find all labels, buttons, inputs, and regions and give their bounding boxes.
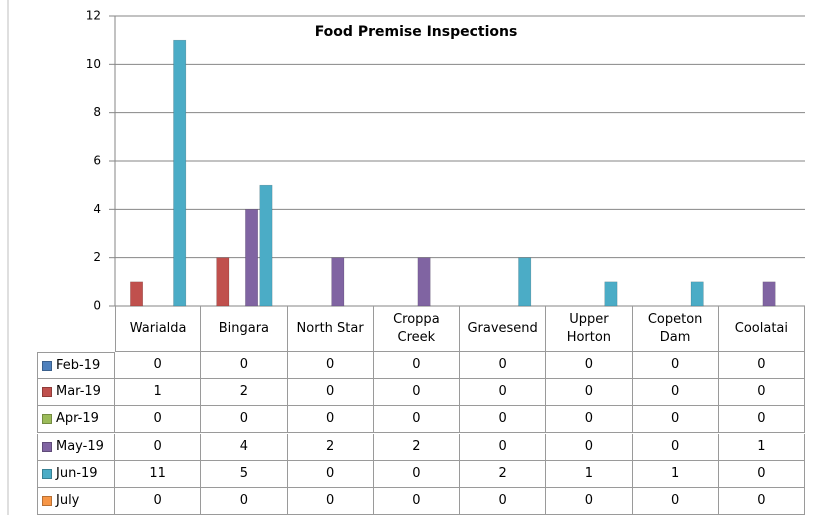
table-value: 0 bbox=[460, 379, 547, 407]
y-tick-label: 2 bbox=[93, 250, 101, 264]
category-label: Bingara bbox=[201, 306, 288, 352]
table-value: 0 bbox=[201, 487, 288, 515]
bar bbox=[130, 281, 143, 307]
table-value: 0 bbox=[718, 352, 805, 380]
legend-swatch bbox=[42, 414, 52, 425]
table-value: 0 bbox=[632, 487, 719, 515]
table-value: 0 bbox=[460, 487, 547, 515]
table-value: 1 bbox=[718, 433, 805, 461]
table-value: 2 bbox=[460, 460, 547, 488]
table-value: 0 bbox=[460, 433, 547, 461]
category-label: Copeton Dam bbox=[632, 306, 719, 352]
legend-label: Apr-19 bbox=[56, 411, 99, 427]
table-value: 0 bbox=[373, 406, 460, 434]
y-tick-label: 6 bbox=[93, 154, 101, 168]
bar bbox=[518, 257, 532, 307]
category-label: Coolatai bbox=[718, 306, 805, 352]
table-value: 0 bbox=[115, 433, 202, 461]
y-tick-label: 12 bbox=[86, 9, 101, 23]
legend-label: July bbox=[56, 492, 80, 508]
legend-entry: July bbox=[37, 487, 115, 515]
legend-label: Mar-19 bbox=[56, 384, 101, 400]
bar bbox=[331, 257, 345, 307]
table-value: 0 bbox=[632, 433, 719, 461]
table-value: 0 bbox=[373, 352, 460, 380]
table-value: 0 bbox=[201, 406, 288, 434]
table-value: 2 bbox=[287, 433, 374, 461]
y-tick-label: 8 bbox=[93, 105, 101, 119]
y-tick-label: 10 bbox=[86, 57, 101, 71]
table-value: 0 bbox=[632, 379, 719, 407]
table-value: 0 bbox=[460, 406, 547, 434]
bar bbox=[245, 209, 258, 307]
table-value: 0 bbox=[632, 352, 719, 380]
category-label: Croppa Creek bbox=[373, 306, 460, 352]
table-value: 0 bbox=[718, 460, 805, 488]
category-label: North Star bbox=[287, 306, 374, 352]
chart-title: Food Premise Inspections bbox=[315, 24, 518, 40]
table-value: 1 bbox=[115, 379, 202, 407]
y-tick-label: 4 bbox=[93, 202, 101, 216]
table-value: 0 bbox=[718, 379, 805, 407]
category-label: Upper Horton bbox=[546, 306, 633, 352]
table-value: 5 bbox=[201, 460, 288, 488]
category-label: Warialda bbox=[115, 306, 202, 352]
table-value: 0 bbox=[373, 487, 460, 515]
legend-swatch bbox=[42, 441, 52, 452]
table-value: 0 bbox=[373, 460, 460, 488]
table-value: 0 bbox=[632, 406, 719, 434]
table-value: 0 bbox=[115, 487, 202, 515]
table-value: 0 bbox=[287, 406, 374, 434]
table-value: 0 bbox=[546, 433, 633, 461]
legend-label: May-19 bbox=[56, 438, 104, 454]
table-value: 0 bbox=[287, 460, 374, 488]
legend-swatch bbox=[42, 495, 52, 506]
bar bbox=[690, 281, 704, 307]
table-value: 0 bbox=[546, 406, 633, 434]
table-value: 0 bbox=[460, 352, 547, 380]
table-value: 1 bbox=[632, 460, 719, 488]
table-value: 0 bbox=[287, 352, 374, 380]
table-value: 11 bbox=[115, 460, 202, 488]
legend-entry: Apr-19 bbox=[37, 406, 115, 434]
table-value: 1 bbox=[546, 460, 633, 488]
legend-label: Jun-19 bbox=[56, 465, 98, 481]
table-value: 0 bbox=[373, 379, 460, 407]
bar bbox=[604, 281, 618, 307]
legend-swatch bbox=[42, 360, 52, 371]
bar bbox=[417, 257, 431, 307]
bar bbox=[259, 184, 273, 307]
table-value: 0 bbox=[115, 406, 202, 434]
bar bbox=[762, 281, 776, 307]
table-value: 0 bbox=[718, 406, 805, 434]
bar bbox=[216, 257, 230, 307]
legend-swatch bbox=[42, 468, 52, 479]
legend-entry: May-19 bbox=[37, 433, 115, 461]
bar bbox=[173, 39, 187, 307]
legend-entry: Mar-19 bbox=[37, 379, 115, 407]
table-value: 0 bbox=[287, 379, 374, 407]
table-value: 0 bbox=[287, 487, 374, 515]
table-value: 0 bbox=[546, 487, 633, 515]
table-value: 2 bbox=[201, 379, 288, 407]
legend-entry: Jun-19 bbox=[37, 460, 115, 488]
table-value: 0 bbox=[115, 352, 202, 380]
table-value: 0 bbox=[546, 379, 633, 407]
legend-entry: Feb-19 bbox=[37, 352, 115, 380]
table-value: 0 bbox=[546, 352, 633, 380]
table-value: 0 bbox=[201, 352, 288, 380]
table-value: 0 bbox=[718, 487, 805, 515]
legend-swatch bbox=[42, 387, 52, 398]
table-value: 4 bbox=[201, 433, 288, 461]
table-value: 2 bbox=[373, 433, 460, 461]
y-tick-label: 0 bbox=[93, 299, 101, 313]
legend-label: Feb-19 bbox=[56, 357, 101, 373]
category-label: Gravesend bbox=[460, 306, 547, 352]
